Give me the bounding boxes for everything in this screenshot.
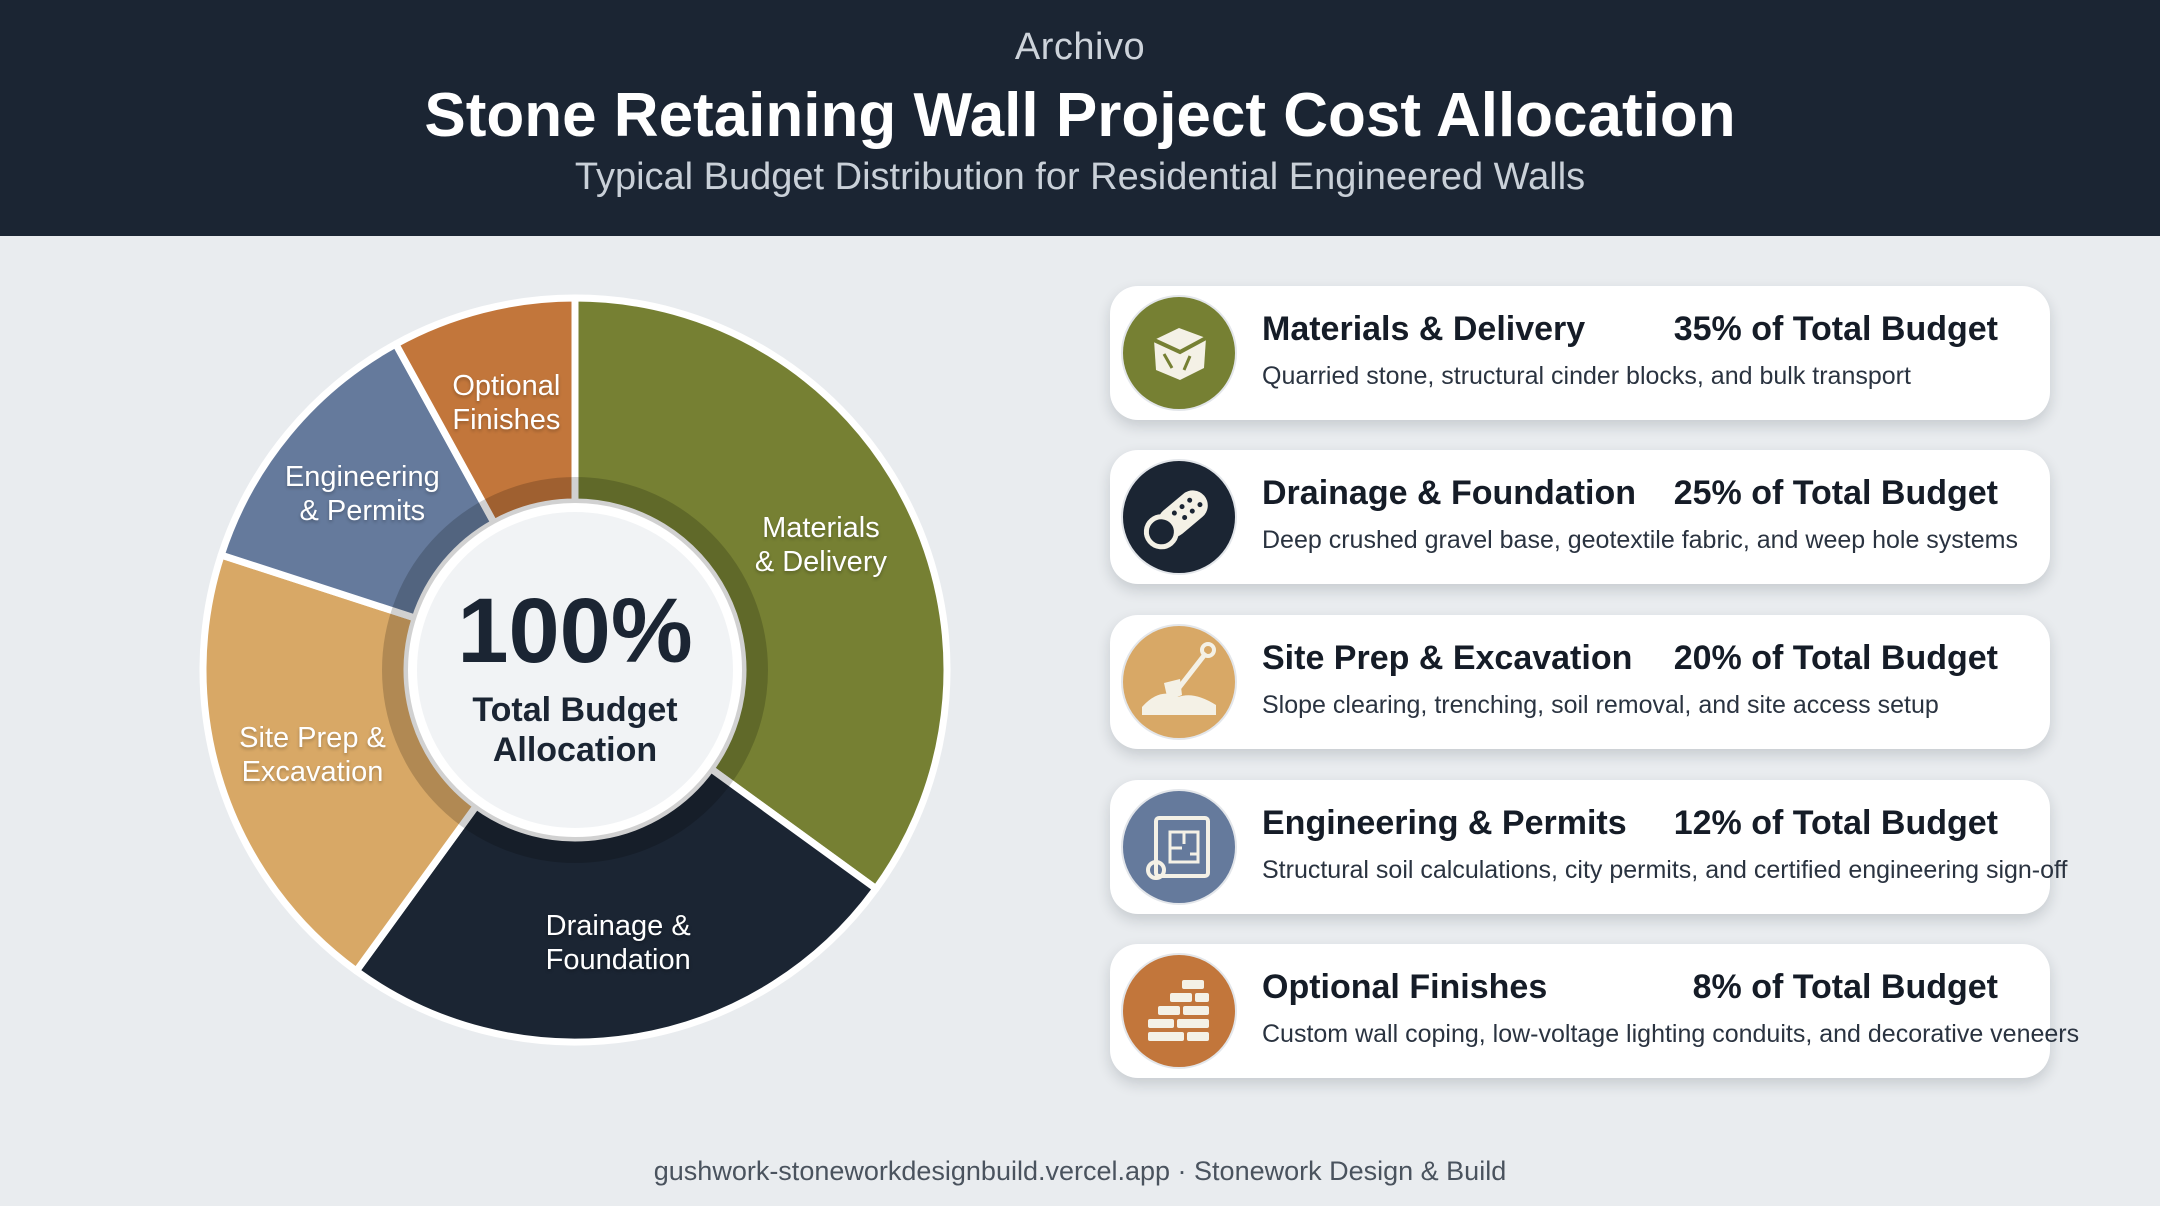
slice-label-engineering-and-permits: Engineering & Permits xyxy=(242,460,482,528)
card-title: Drainage & Foundation xyxy=(1262,474,1636,512)
slice-optional-finishes xyxy=(392,294,579,527)
card-description: Slope clearing, trenching, soil removal,… xyxy=(1262,691,1939,719)
card-description: Quarried stone, structural cinder blocks… xyxy=(1262,362,1911,390)
slice-label-line: Finishes xyxy=(452,403,561,436)
center-total-caption: Total Budget Allocation xyxy=(190,690,960,770)
slice-label-line: Excavation xyxy=(241,756,384,789)
slice-label-site-prep-and-excavation: Site Prep & Excavation xyxy=(193,721,433,789)
slice-label-drainage-and-foundation: Drainage & Foundation xyxy=(498,909,738,977)
card-percentage: 35% of Total Budget xyxy=(1673,310,1998,348)
center-caption-line1: Total Budget xyxy=(472,691,678,729)
shovel-icon xyxy=(1120,623,1238,741)
card-description: Deep crushed gravel base, geotextile fab… xyxy=(1262,526,2018,554)
slice-label-line: & Delivery xyxy=(754,545,887,578)
slice-site-prep-and-excavation xyxy=(199,551,480,975)
card-title: Site Prep & Excavation xyxy=(1262,639,1633,677)
blueprint-icon xyxy=(1120,788,1238,906)
legend-card: Site Prep & Excavation 20% of Total Budge… xyxy=(1110,615,2050,749)
legend-card: Drainage & Foundation 25% of Total Budget… xyxy=(1110,450,2050,584)
slice-drainage-and-foundation xyxy=(352,765,880,1046)
slice-label-line: Engineering xyxy=(284,461,440,494)
slice-label-optional-finishes: Optional Finishes xyxy=(386,369,626,437)
header-banner: Archivo Stone Retaining Wall Project Cos… xyxy=(0,0,2160,236)
footer-source: gushwork-stoneworkdesignbuild.vercel.app… xyxy=(653,1156,1507,1186)
slice-label-line: Site Prep & xyxy=(239,722,386,755)
card-percentage: 12% of Total Budget xyxy=(1673,804,1998,842)
page-title: Stone Retaining Wall Project Cost Alloca… xyxy=(424,81,1736,150)
card-title: Optional Finishes xyxy=(1262,968,1548,1006)
slice-label-line: Drainage & xyxy=(545,909,691,942)
slice-label-line: Foundation xyxy=(545,943,691,976)
drain-pipe-icon xyxy=(1120,458,1238,576)
donut-chart-svg xyxy=(199,294,951,1046)
legend-card: Engineering & Permits 12% of Total Budget… xyxy=(1110,780,2068,914)
slice-label-line: Optional xyxy=(452,369,561,402)
legend-card: Optional Finishes 8% of Total Budget Custo… xyxy=(1110,944,2080,1078)
donut-inner-shadow xyxy=(382,477,768,863)
slice-engineering-and-permits xyxy=(217,340,498,622)
page-subtitle: Typical Budget Distribution for Resident… xyxy=(574,156,1586,198)
card-title: Engineering & Permits xyxy=(1262,804,1627,842)
card-percentage: 25% of Total Budget xyxy=(1673,474,1998,512)
card-percentage: 20% of Total Budget xyxy=(1673,639,1998,677)
center-caption-line2: Allocation xyxy=(492,731,658,769)
card-description: Custom wall coping, low-voltage lighting… xyxy=(1262,1020,2080,1048)
card-description: Structural soil calculations, city permi… xyxy=(1262,856,2068,884)
slice-materials-and-delivery xyxy=(571,294,951,893)
slice-label-line: Materials xyxy=(762,511,880,544)
card-percentage: 8% of Total Budget xyxy=(1692,968,1998,1006)
brand-name: Archivo xyxy=(1014,26,1146,68)
slice-label-materials-and-delivery: Materials & Delivery xyxy=(701,511,941,579)
legend-card: Materials & Delivery 35% of Total Budget Q… xyxy=(1110,286,2050,420)
donut-chart: 100% Total Budget Allocation Materials & … xyxy=(190,285,960,1055)
brick-wall-icon xyxy=(1120,952,1238,1070)
donut-center-hole xyxy=(409,504,741,836)
center-total-value: 100% xyxy=(457,580,693,682)
stone-block-icon xyxy=(1120,294,1238,412)
slice-label-line: & Permits xyxy=(299,495,426,528)
card-title: Materials & Delivery xyxy=(1262,310,1586,348)
